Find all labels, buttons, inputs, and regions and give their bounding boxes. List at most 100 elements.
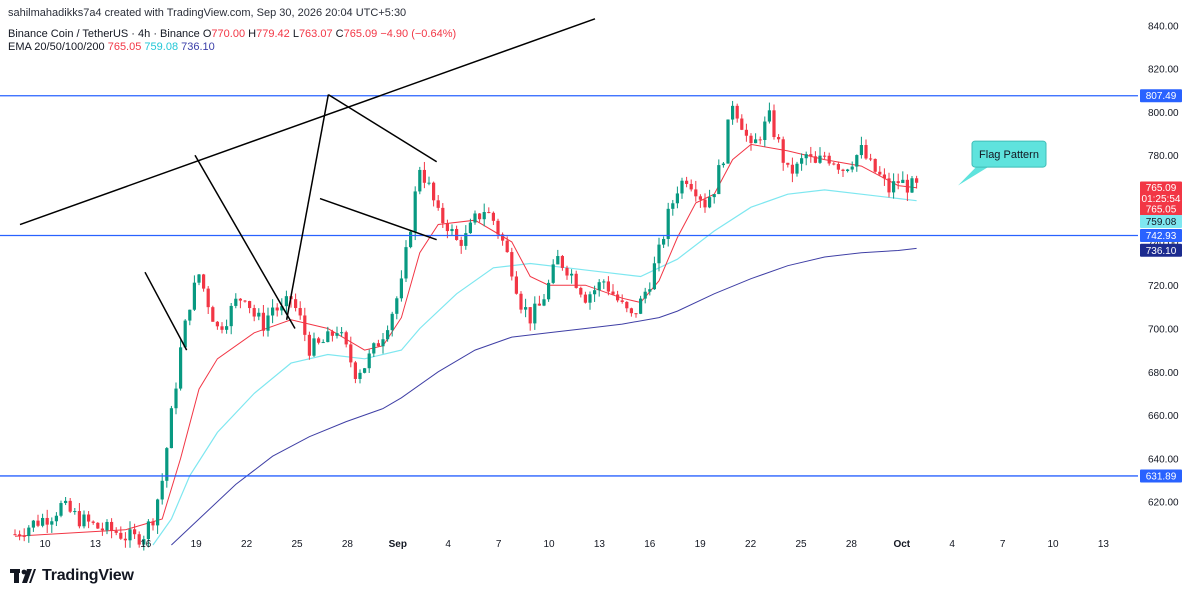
- ohlc-close-label: C: [335, 28, 344, 40]
- level-631-label: 631.89: [1146, 471, 1177, 482]
- trendline: [285, 94, 330, 320]
- candle-body: [772, 110, 776, 138]
- candle-body: [905, 179, 909, 193]
- candle-body: [340, 332, 344, 334]
- candle-body: [123, 538, 127, 541]
- candle-body: [620, 300, 624, 302]
- candle-body: [864, 145, 868, 159]
- candle-body: [202, 274, 206, 289]
- x-tick-label: 28: [846, 539, 858, 550]
- x-tick-label: 28: [342, 539, 354, 550]
- ohlc-open-label: O: [202, 28, 212, 40]
- candle-body: [165, 448, 169, 481]
- callout-label: Flag Pattern: [979, 149, 1039, 161]
- candle-body: [666, 208, 670, 239]
- candle-body: [441, 207, 445, 224]
- candle-body: [133, 529, 137, 535]
- candle-body: [317, 338, 321, 343]
- flag-pattern-callout[interactable]: Flag Pattern: [958, 140, 1047, 186]
- candle-body: [749, 135, 753, 144]
- candle-body: [758, 139, 762, 141]
- candle-body: [901, 179, 905, 184]
- candle-body: [386, 330, 390, 340]
- candle-body: [257, 312, 261, 317]
- candle-body: [225, 326, 229, 330]
- candle-body: [754, 139, 758, 144]
- ema-lines: [14, 143, 917, 546]
- x-tick-label: Sep: [389, 539, 407, 550]
- candle-body: [91, 521, 95, 523]
- candle-body: [436, 200, 440, 208]
- x-tick-label: 25: [291, 539, 303, 550]
- candle-body: [602, 281, 606, 283]
- candle-body: [399, 278, 403, 299]
- y-tick-label: 820.00: [1148, 65, 1179, 76]
- candle-body: [482, 212, 486, 220]
- x-tick-label: 10: [1047, 539, 1059, 550]
- candle-body: [588, 294, 592, 303]
- ema20-line: [14, 143, 917, 537]
- candle-body: [786, 162, 790, 165]
- ohlc-change: −4.90 (−0.64%): [380, 28, 457, 40]
- candle-body: [395, 298, 399, 314]
- ema100-line: [171, 247, 917, 546]
- candle-body: [381, 339, 385, 347]
- candle-body: [629, 308, 633, 314]
- candle-body: [344, 332, 348, 345]
- trendlines: [19, 18, 596, 351]
- y-tick-label: 660.00: [1148, 411, 1179, 422]
- candle-body: [321, 342, 325, 344]
- candle-body: [156, 499, 160, 526]
- candle-body: [312, 338, 316, 356]
- candle-body: [712, 194, 716, 198]
- candle-body: [31, 520, 35, 528]
- candle-body: [27, 527, 31, 537]
- candle-body: [464, 233, 468, 246]
- y-tick-label: 720.00: [1148, 281, 1179, 292]
- candle-body: [151, 521, 155, 526]
- candle-body: [496, 220, 500, 235]
- candle-body: [680, 180, 684, 194]
- candle-body: [409, 231, 413, 248]
- candle-body: [206, 288, 210, 308]
- candle-body: [790, 164, 794, 174]
- candle-body: [910, 178, 914, 193]
- candle-body: [767, 110, 771, 122]
- ema50-price-label-bg: [1140, 215, 1182, 229]
- candle-body: [234, 298, 238, 306]
- candle-body: [50, 521, 54, 525]
- x-tick-label: 25: [795, 539, 807, 550]
- x-tick-label: 4: [949, 539, 955, 550]
- candle-body: [643, 291, 647, 299]
- candle-body: [358, 372, 362, 379]
- candle-body: [284, 296, 288, 307]
- ema-label[interactable]: EMA 20/50/100/200: [8, 41, 105, 53]
- x-tick-label: 10: [39, 539, 51, 550]
- candle-body: [349, 344, 353, 363]
- candle-body: [804, 154, 808, 159]
- x-tick-label: 7: [496, 539, 502, 550]
- ema50-price-label: 759.08: [1146, 217, 1177, 228]
- candle-body: [243, 300, 247, 302]
- candle-body: [505, 240, 509, 253]
- candle-body: [537, 303, 541, 306]
- candle-body: [422, 169, 426, 183]
- tradingview-logo[interactable]: TradingView: [10, 567, 134, 585]
- x-tick-label: 10: [543, 539, 555, 550]
- candle-body: [335, 333, 339, 336]
- candle-body: [528, 307, 532, 324]
- ema100-value: 736.10: [181, 41, 215, 53]
- candle-body: [708, 197, 712, 208]
- ema50-line: [152, 189, 917, 546]
- candle-body: [87, 514, 91, 522]
- candle-body: [275, 307, 279, 311]
- candle-body: [648, 289, 652, 292]
- candle-body: [220, 326, 224, 330]
- symbol-title[interactable]: Binance Coin / TetherUS · 4h · Binance: [8, 28, 200, 40]
- candle-body: [625, 301, 629, 309]
- candle-body: [183, 320, 187, 348]
- candle-body: [128, 529, 132, 541]
- candle-body: [634, 313, 638, 315]
- candle-body: [491, 212, 495, 221]
